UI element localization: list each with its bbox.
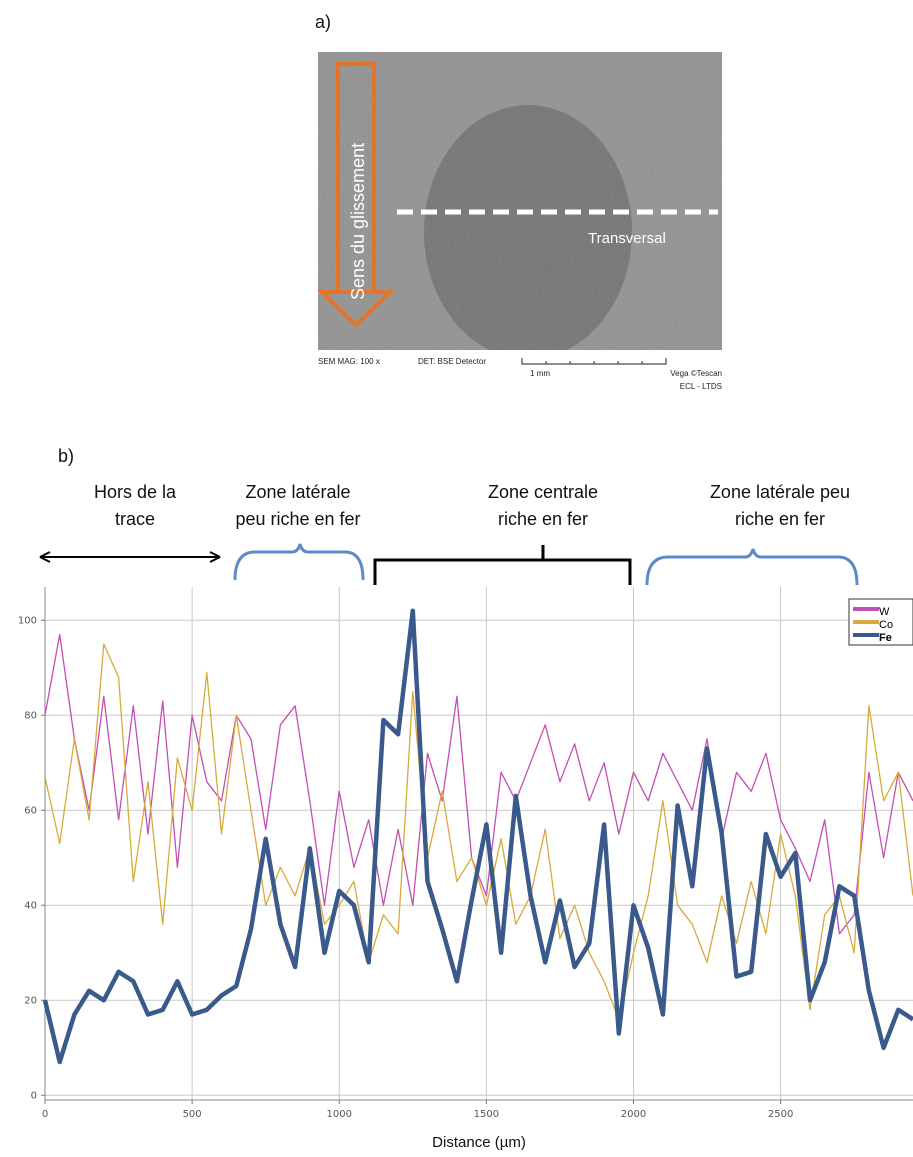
series-line [44, 633, 913, 935]
brace [645, 548, 859, 586]
arrow-head [317, 290, 395, 328]
legend-label: W [879, 606, 890, 618]
caption: Vega ©Tescan [670, 369, 722, 378]
series-line [44, 643, 913, 1020]
y-tick-label: 20 [24, 995, 37, 1006]
series-line [42, 608, 913, 1065]
zone-label: Zone latérale peu [710, 482, 850, 502]
x-tick-label: 1500 [474, 1109, 499, 1120]
legend-box [848, 598, 913, 646]
brace [233, 543, 365, 581]
double-arrow [39, 551, 221, 563]
caption: 1 mm [530, 369, 550, 378]
y-tick-label: 40 [24, 900, 37, 911]
x-tick-label: 2000 [621, 1109, 646, 1120]
scale-bar [521, 358, 667, 365]
zone-label: riche en fer [498, 509, 588, 529]
x-tick-label: 0 [42, 1109, 48, 1120]
bracket [373, 545, 632, 585]
y-tick-label: 100 [18, 615, 37, 626]
y-tick-label: 0 [31, 1090, 37, 1101]
sem-image [318, 52, 722, 350]
caption: DET: BSE Detector [418, 357, 486, 366]
x-tick-label: 1000 [327, 1109, 352, 1120]
legend-label: Co [879, 619, 893, 631]
zone-label: Hors de la [94, 482, 177, 502]
x-tick-label: 500 [183, 1109, 202, 1120]
zone-label: Zone centrale [488, 482, 598, 502]
axes [44, 587, 913, 1101]
arrow-text: Sens du glissement [348, 143, 368, 300]
x-tick-label: 2500 [768, 1109, 793, 1120]
y-tick-label: 80 [24, 710, 37, 721]
zone-label: Zone latérale [245, 482, 350, 502]
zone-label: peu riche en fer [235, 509, 360, 529]
panel-label: b) [58, 446, 74, 466]
zone-label: riche en fer [735, 509, 825, 529]
legend-label: Fe [879, 632, 892, 644]
line-text: Transversal [588, 230, 666, 247]
caption-bar [318, 350, 722, 396]
y-tick-label: 60 [24, 805, 37, 816]
caption: SEM MAG: 100 x [318, 357, 380, 366]
panel-label: a) [315, 12, 331, 32]
x-axis-label: Distance (µm) [432, 1134, 526, 1151]
caption: ECL - LTDS [680, 382, 722, 391]
zone-label: trace [115, 509, 155, 529]
zones: Hors de la trace Zone latérale peu riche en… [94, 482, 850, 529]
